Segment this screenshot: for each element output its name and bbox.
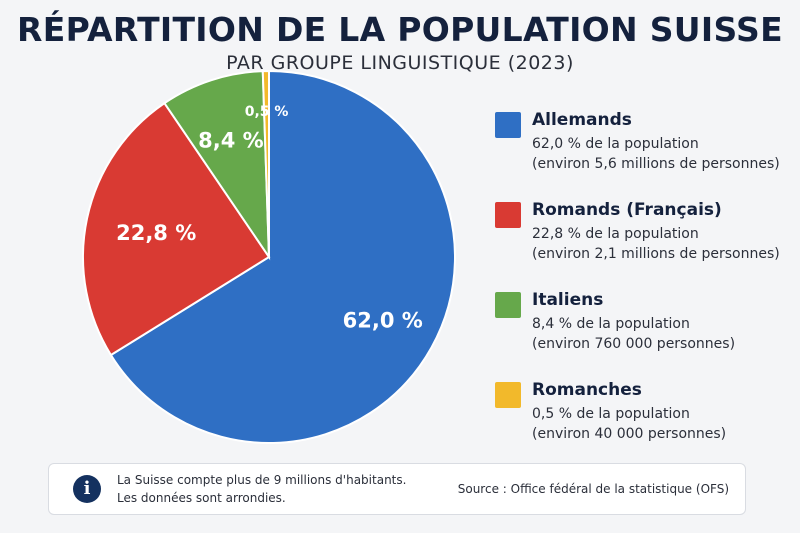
legend-item-romands: Romands (Français) 22,8 % de la populati…: [495, 198, 795, 288]
legend-swatch: [495, 292, 521, 318]
legend-population: (environ 5,6 millions de personnes): [532, 156, 780, 172]
info-icon: i: [73, 475, 101, 503]
slice-allemands: [109, 69, 456, 444]
footer-note-line1: La Suisse compte plus de 9 millions d'ha…: [117, 473, 407, 487]
chart-subtitle: PAR GROUPE LINGUISTIQUE (2023): [226, 52, 574, 74]
slice-label: 8,4 %: [198, 128, 264, 152]
slice-label: 22,8 %: [116, 221, 196, 245]
pie-chart: 62,0 % 22,8 % 8,4 % 0,5 %: [82, 69, 456, 444]
legend-swatch: [495, 112, 521, 138]
legend-swatch: [495, 202, 521, 228]
legend: Allemands 62,0 % de la population (envir…: [495, 108, 795, 468]
slice-label: 62,0 %: [343, 308, 423, 332]
legend-label: Italiens: [532, 290, 604, 310]
chart-title: RÉPARTITION DE LA POPULATION SUISSE: [17, 10, 783, 49]
legend-item-italiens: Italiens 8,4 % de la population (environ…: [495, 288, 795, 378]
footer-note-box: i La Suisse compte plus de 9 millions d'…: [48, 463, 746, 515]
legend-label: Romanches: [532, 380, 642, 400]
legend-percent: 62,0 % de la population: [532, 136, 699, 152]
legend-item-romanches: Romanches 0,5 % de la population (enviro…: [495, 378, 795, 468]
legend-population: (environ 40 000 personnes): [532, 426, 727, 442]
footer-source: Source : Office fédéral de la statistiqu…: [457, 482, 729, 496]
legend-percent: 8,4 % de la population: [532, 316, 690, 332]
slice-romanches: [261, 69, 270, 258]
legend-percent: 0,5 % de la population: [532, 406, 690, 422]
legend-label: Allemands: [532, 110, 632, 130]
legend-swatch: [495, 382, 521, 408]
legend-percent: 22,8 % de la population: [532, 226, 699, 242]
footer-note-line2: Les données sont arrondies.: [117, 491, 286, 505]
slice-label: 0,5 %: [245, 104, 289, 120]
slice-italiens: [163, 70, 271, 261]
legend-population: (environ 2,1 millions de personnes): [532, 246, 780, 262]
legend-label: Romands (Français): [532, 200, 722, 220]
slice-romands: [82, 101, 271, 357]
legend-population: (environ 760 000 personnes): [532, 336, 736, 352]
legend-item-allemands: Allemands 62,0 % de la population (envir…: [495, 108, 795, 198]
